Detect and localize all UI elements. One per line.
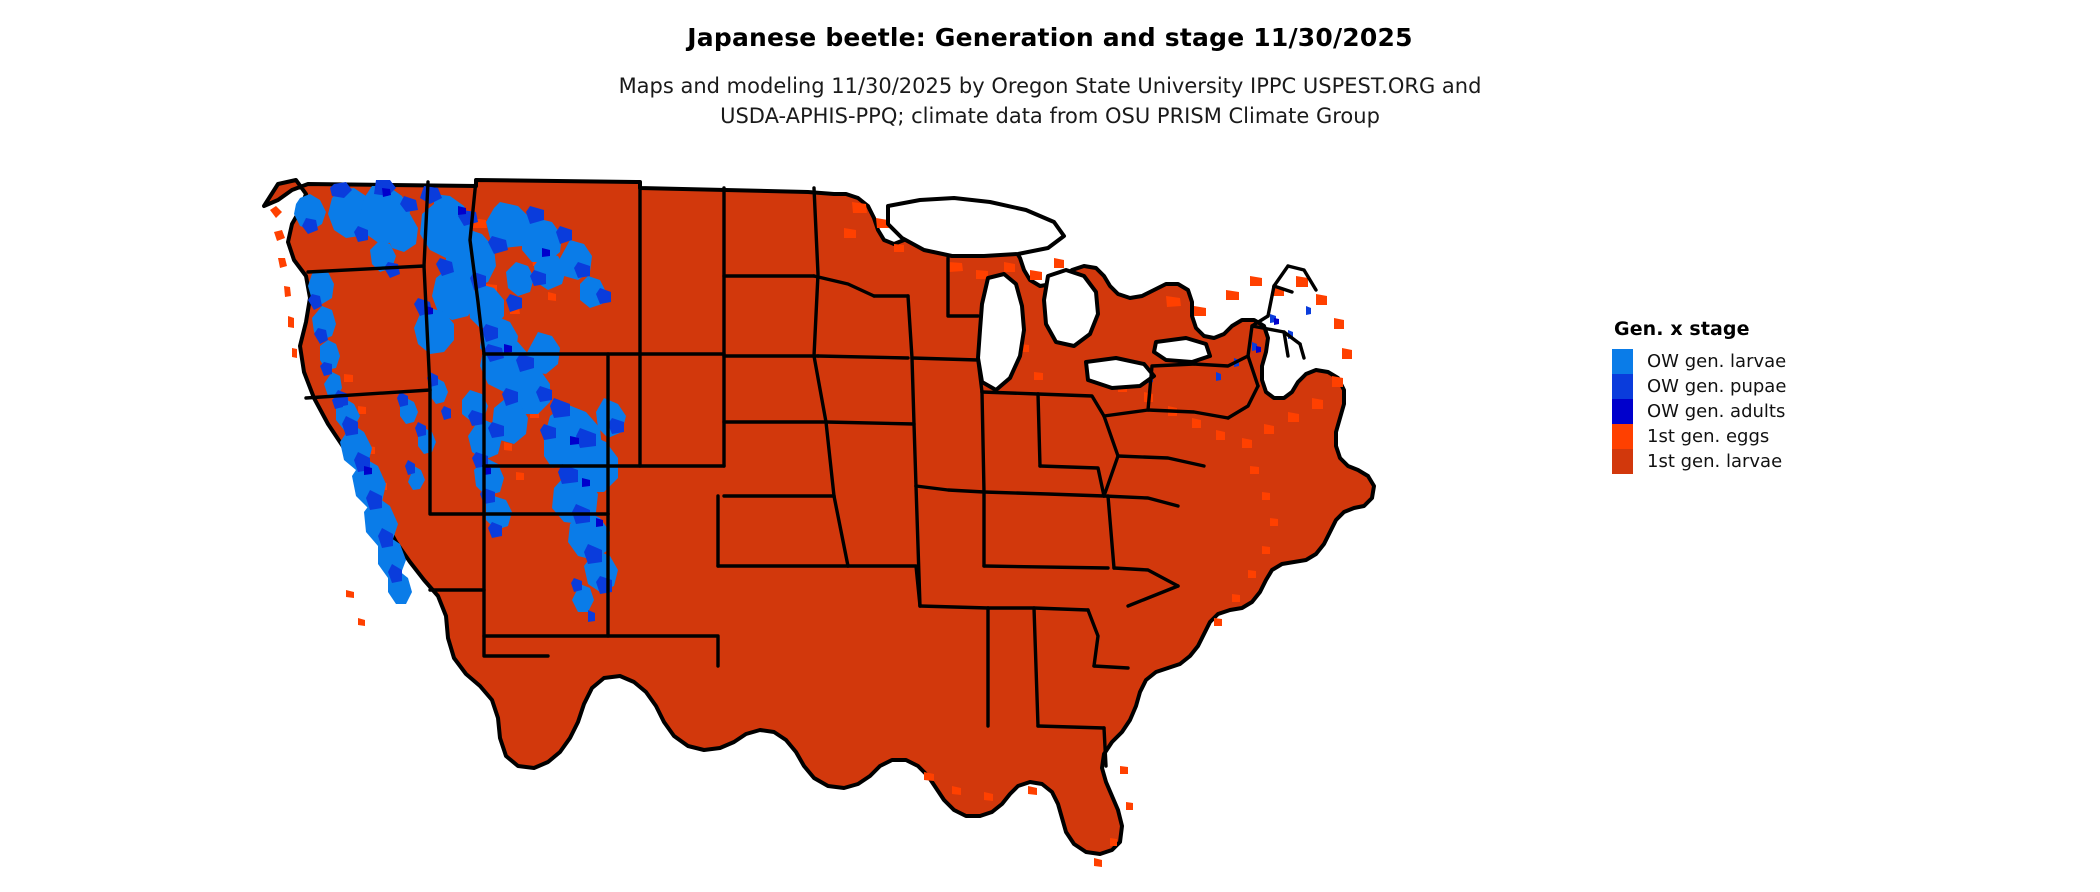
legend-title: Gen. x stage (1614, 318, 1750, 340)
legend-items: OW gen. larvae OW gen. pupae OW gen. adult… (1612, 349, 1912, 474)
legend-label: 1st gen. eggs (1647, 425, 1770, 447)
legend-label: OW gen. larvae (1647, 350, 1787, 372)
map-header: Japanese beetle: Generation and stage 11… (0, 0, 2100, 131)
legend-swatch (1612, 349, 1633, 374)
legend-label: 1st gen. larvae (1647, 450, 1783, 472)
legend-swatch (1612, 399, 1633, 424)
map-subtitle: Maps and modeling 11/30/2025 by Oregon S… (0, 71, 2100, 132)
map-great-lakes-layer (886, 196, 1212, 392)
legend-swatch (1612, 424, 1633, 449)
legend-item: 1st gen. larvae (1612, 449, 1912, 474)
legend-label: OW gen. pupae (1647, 375, 1787, 397)
map-legend: Gen. x stage OW gen. larvae OW gen. pupae… (1612, 318, 1912, 474)
legend-item: 1st gen. eggs (1612, 424, 1912, 449)
map-subtitle-line-2: USDA-APHIS-PPQ; climate data from OSU PR… (720, 103, 1380, 128)
map-subtitle-line-1: Maps and modeling 11/30/2025 by Oregon S… (618, 73, 1482, 98)
us-choropleth-map[interactable] (248, 166, 1378, 878)
legend-swatch (1612, 374, 1633, 399)
legend-item: OW gen. adults (1612, 399, 1912, 424)
legend-swatch (1612, 449, 1633, 474)
map-state-boundaries (304, 178, 1318, 768)
legend-label: OW gen. adults (1647, 400, 1786, 422)
legend-item: OW gen. pupae (1612, 374, 1912, 399)
legend-item: OW gen. larvae (1612, 349, 1912, 374)
page-title: Japanese beetle: Generation and stage 11… (687, 23, 1413, 52)
